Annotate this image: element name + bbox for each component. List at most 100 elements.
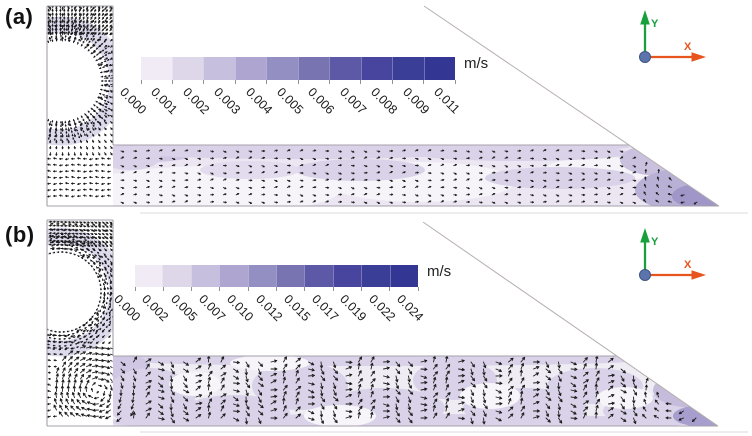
x-axis-label: X <box>684 259 692 271</box>
pipeline-highlight-arc <box>21 274 47 330</box>
strip-vector-arrows <box>47 6 113 198</box>
colorbar-tick <box>203 80 205 84</box>
contour-blob <box>295 159 425 181</box>
colorbar-unit-label: m/s <box>464 55 489 72</box>
panel-label: (a) <box>5 4 34 29</box>
colorbar-tick <box>219 287 221 291</box>
contour-blob <box>410 145 630 161</box>
axis-indicator: Y X <box>639 228 706 281</box>
contour-blob <box>180 395 290 426</box>
y-axis-arrowhead <box>640 228 650 243</box>
panel-label: (b) <box>5 222 35 247</box>
colorbar-tick <box>391 80 393 84</box>
colorbar: 0.000 0.002 0.005 0.007 0.010 0.012 0.015 0.017… <box>111 263 451 324</box>
contour-blob <box>113 146 160 170</box>
channel-vector-arrows <box>116 356 697 425</box>
colorbar-tick <box>389 287 391 291</box>
generated-field <box>46 5 748 214</box>
colorbar-tick <box>454 80 456 84</box>
colorbar-tick <box>171 80 173 84</box>
x-axis-label: X <box>684 41 692 53</box>
colorbar-tick <box>162 287 164 291</box>
axis-indicator: Y X <box>639 10 706 63</box>
colorbar-segment <box>266 57 298 80</box>
colorbar-tick <box>266 80 268 84</box>
y-axis-label: Y <box>651 236 659 248</box>
channel-vector-arrows <box>120 149 698 205</box>
pipeline-label: pipeline <box>51 55 66 106</box>
colorbar-segment <box>247 265 277 287</box>
pipeline-highlight-arc <box>21 63 47 119</box>
colorbar-segment <box>329 57 361 80</box>
vector-field-canvas-a: pipeline Y X <box>21 5 748 214</box>
colorbar-segment <box>219 265 248 287</box>
colorbar-segment <box>190 265 220 287</box>
colorbar-tick <box>360 80 362 84</box>
colorbar-segment <box>162 265 191 287</box>
domain-borders <box>46 219 718 427</box>
strip-region <box>47 6 113 198</box>
colorbar-tick <box>134 287 136 291</box>
pipeline-label: pipeline <box>51 266 66 317</box>
colorbar-tick <box>234 80 236 84</box>
colorbar-segment <box>360 57 392 80</box>
colorbar-tick <box>297 80 299 84</box>
contour-blob <box>200 161 300 179</box>
pipeline-circle <box>25 256 98 329</box>
colorbar-ticks: 0.000 0.001 0.002 0.003 0.004 0.005 0.006 0.007… <box>117 57 462 117</box>
contour-blob <box>485 167 635 189</box>
colorbar-tick <box>140 80 142 84</box>
colorbar-gradient <box>141 57 455 80</box>
colorbar-segment <box>276 265 305 287</box>
panel-b: pipeline Y X 0.000 0.002 0.005 0.007 0.010 0.… <box>0 218 752 436</box>
colorbar-ticks: 0.000 0.002 0.005 0.007 0.010 0.012 0.015 0.017… <box>111 265 426 324</box>
x-axis-arrowhead <box>691 52 706 62</box>
pipeline-halo-arrows <box>47 20 113 142</box>
colorbar-segment <box>423 57 455 80</box>
pipeline-halo-tint <box>47 16 113 146</box>
pipeline-ring <box>21 41 102 122</box>
pipeline-halo-arrows <box>47 233 113 351</box>
colorbar: 0.000 0.001 0.002 0.003 0.004 0.005 0.006 0.007… <box>117 55 488 117</box>
channel-region <box>113 145 719 206</box>
colorbar-segment <box>389 265 419 287</box>
channel-region <box>113 356 718 426</box>
y-axis-label: Y <box>651 18 659 30</box>
colorbar-segment <box>234 57 266 80</box>
colorbar-segment <box>304 265 333 287</box>
colorbar-tick <box>276 287 277 291</box>
colorbar-tick <box>304 287 306 291</box>
colorbar-segment <box>361 265 390 287</box>
colorbar-gradient <box>135 265 419 287</box>
colorbar-segment <box>135 265 163 287</box>
contour-blob <box>673 405 718 426</box>
contour-blob <box>304 405 376 426</box>
colorbar-unit-label: m/s <box>427 263 452 280</box>
strip-region <box>47 220 113 420</box>
pipeline: pipeline <box>21 41 102 122</box>
colorbar-segment <box>141 57 172 80</box>
contour-blob <box>460 383 520 409</box>
colorbar-tick <box>417 287 419 291</box>
colorbar-segment <box>392 57 424 80</box>
domain-borders <box>46 5 719 207</box>
panel-a: pipeline Y X 0.000 0.001 0.002 0.003 0.004 0.… <box>5 4 748 214</box>
strip-vector-arrows <box>47 220 113 420</box>
axis-origin-dot <box>639 269 651 281</box>
axis-origin-dot <box>639 51 651 63</box>
colorbar-segment <box>297 57 329 80</box>
vector-field-canvas-b: pipeline Y X <box>21 219 748 433</box>
contour-blob <box>620 145 700 176</box>
y-axis-arrowhead <box>640 10 650 25</box>
pipeline-circle <box>25 45 98 118</box>
generated-field <box>46 219 748 433</box>
sloped-boundary-line <box>423 5 720 207</box>
colorbar-segment <box>203 57 235 80</box>
contour-blob <box>230 356 310 371</box>
sloped-boundary-line <box>422 221 719 427</box>
x-axis-arrowhead <box>691 270 706 280</box>
colorbar-tick <box>191 287 193 291</box>
colorbar-tick <box>247 287 249 291</box>
colorbar-tick <box>332 287 334 291</box>
